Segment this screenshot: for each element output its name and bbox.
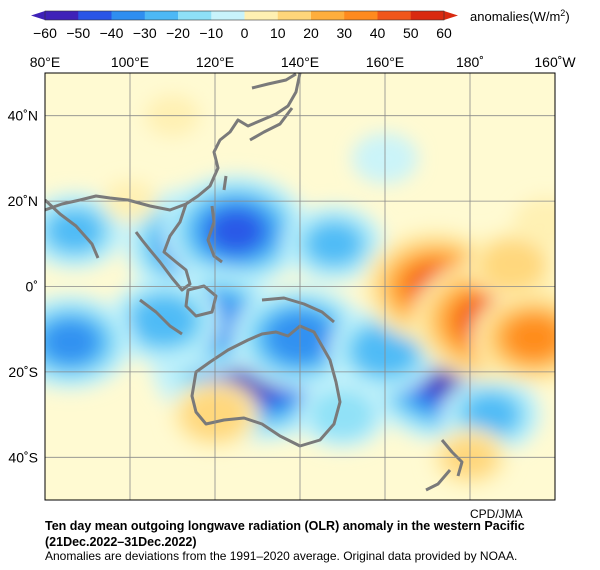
longitude-label: 160˚W [534,54,576,70]
colorbar-tick-label: −50 [66,25,90,41]
longitude-label: 140°E [281,54,319,70]
colorbar-tick-label: 30 [336,25,352,41]
caption-period: (21Dec.2022–31Dec.2022) [45,535,197,549]
colorbar-tick-label: −20 [166,25,190,41]
anomaly-contour [463,393,519,436]
colorbar-swatch [344,11,378,20]
longitude-label: 160°E [366,54,404,70]
map-frame [44,72,556,501]
positive-anomaly-region [471,289,555,386]
map-panel: 80°E 100°E 120°E 140°E 160°E 180˚ 160˚W 40˚N 20… [8,54,577,501]
colorbar-swatch [410,11,445,20]
coast-new-guinea [261,296,335,324]
coastlines [45,73,464,492]
colorbar-tick-label: 10 [270,25,286,41]
colorbar-tick-label: 60 [436,25,452,41]
longitude-label: 80°E [30,54,61,70]
longitude-label: 120°E [196,54,234,70]
colorbar-label: anomalies(W/m2) [470,8,570,24]
caption-note: Anomalies are deviations from the 1991–2… [45,549,518,563]
positive-anomaly-region [513,196,555,248]
map-grid [45,73,555,500]
positive-anomaly-region [467,230,555,300]
anomaly-contour [208,209,264,252]
colorbar-tick-label: −10 [199,25,223,41]
latitude-label: 0˚ [26,279,38,295]
longitude-label: 100°E [111,54,149,70]
colorbar-tick-labels: −60 −50 −40 −30 −20 −10 0 10 20 30 40 50 60 [33,25,452,41]
colorbar-tick-label: 0 [241,25,249,41]
latitude-label: 20˚S [8,364,38,380]
colorbar: −60 −50 −40 −30 −20 −10 0 10 20 30 40 50 60 anomalie… [31,8,570,41]
colorbar-swatch [178,11,212,20]
colorbar-outline [44,10,445,21]
colorbar-swatch [377,11,412,20]
longitude-labels: 80°E 100°E 120°E 140°E 160°E 180˚ 160˚W [30,54,577,70]
coast-indochina [134,203,192,292]
negative-anomaly-region [283,204,385,283]
anomaly-contour [513,196,555,248]
negative-anomaly-region [45,294,133,390]
longitude-label: 180˚ [456,54,484,70]
colorbar-high-arrow [444,11,458,20]
colorbar-tick-label: −30 [133,25,157,41]
caption-title: Ten day mean outgoing longwave radiation… [45,519,525,533]
colorbar-swatch [211,11,245,20]
coast-asia [45,73,302,212]
colorbar-tick-label: 20 [303,25,319,41]
colorbar-tick-label: 40 [370,25,386,41]
anomaly-contour [309,389,376,441]
anomaly-contour [45,321,98,364]
coast-taiwan-philippines [206,175,228,264]
colorbar-swatches [31,10,458,21]
colorbar-tick-label: −40 [100,25,124,41]
colorbar-swatch [311,11,345,20]
colorbar-tick-label: −60 [33,25,57,41]
colorbar-swatch [111,11,146,20]
colorbar-swatch [45,11,79,20]
latitude-label: 20˚N [8,193,38,209]
colorbar-swatch [244,11,279,20]
coast-india [45,198,100,259]
negative-anomaly-region [162,173,311,288]
credit-text: CPD/JMA [470,507,523,521]
latitude-label: 40˚S [8,449,38,465]
coast-borneo-sumatra [139,284,218,336]
colorbar-swatch [277,11,312,20]
anomaly-contour [306,222,362,265]
negative-anomaly-region [297,380,388,450]
colorbar-swatch [144,11,179,20]
colorbar-swatch [78,11,112,20]
colorbar-low-arrow [31,11,45,20]
colorbar-tick-label: 50 [403,25,419,41]
coast-australia [190,324,342,448]
latitude-label: 40˚N [8,108,38,124]
anomaly-contour [506,316,555,359]
latitude-labels: 40˚N 20˚N 0˚ 20˚S 40˚S [8,108,38,466]
anomaly-contour [479,239,546,291]
